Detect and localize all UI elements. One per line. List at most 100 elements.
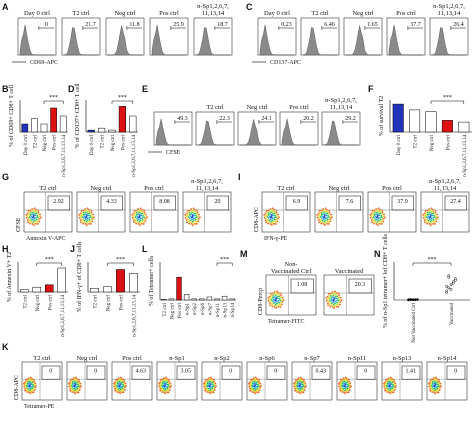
cell-dot (298, 380, 301, 383)
cell-dot (339, 381, 341, 384)
cell-dot (195, 221, 198, 223)
cell-dot (270, 218, 272, 221)
cell-dot (133, 217, 136, 220)
cell-dot (75, 383, 78, 386)
gate-value: 6.46 (324, 22, 335, 28)
cell-dot (159, 384, 161, 386)
cell-dot (279, 299, 282, 302)
cell-dot (76, 389, 78, 392)
cell-dot (117, 389, 120, 392)
cell-dot (320, 222, 323, 225)
cell-dot (71, 391, 74, 393)
cell-dot (438, 384, 441, 386)
cell-dot (380, 221, 383, 223)
cell-dot (437, 378, 440, 381)
cell-dot (86, 222, 89, 225)
bar (458, 121, 470, 133)
gate-value: 18.7 (217, 22, 228, 28)
cell-dot (433, 391, 435, 394)
cell-dot (71, 382, 74, 385)
bar (108, 129, 116, 133)
cell-dot (81, 220, 84, 223)
cell-dot (377, 207, 380, 210)
cell-dot (436, 213, 438, 216)
cell-dot (73, 380, 76, 383)
bar (20, 289, 29, 293)
cell-dot (302, 391, 305, 394)
cell-dot (134, 216, 137, 218)
cell-dot (31, 391, 33, 394)
bar (31, 118, 38, 133)
cell-dot (119, 378, 121, 380)
cell-dot (190, 213, 193, 216)
cell-dot (339, 384, 341, 386)
cell-dot (118, 382, 120, 384)
cell-dot (439, 382, 442, 385)
cell-dot (91, 217, 94, 220)
cell-dot (381, 218, 384, 221)
cell-dot (430, 207, 433, 210)
cell-dot (343, 389, 346, 392)
cell-dot (30, 221, 33, 224)
cell-dot (123, 384, 126, 386)
cell-dot (349, 386, 352, 389)
cell-dot (141, 217, 144, 219)
cell-dot (215, 385, 218, 387)
cell-dot (316, 213, 319, 216)
cell-dot (254, 392, 257, 395)
cell-dot (265, 209, 268, 212)
cell-dot (122, 378, 125, 381)
cell-dot (425, 218, 428, 221)
cell-dot (270, 297, 272, 299)
cell-dot (273, 304, 275, 307)
cell-dot (424, 209, 427, 212)
cell-dot (76, 387, 79, 390)
cell-dot (160, 384, 163, 387)
cell-dot (332, 303, 335, 306)
sample-title: Pos ctrl (382, 185, 402, 192)
gate-box (444, 195, 467, 211)
category-label: T2 ctrl (414, 134, 419, 148)
cell-dot (379, 220, 381, 223)
cell-dot (161, 382, 164, 385)
cell-dot (433, 215, 435, 217)
cell-dot (328, 213, 331, 216)
cell-dot (24, 384, 26, 386)
cell-dot (138, 218, 140, 221)
cell-dot (31, 381, 34, 384)
bar (118, 106, 126, 133)
cell-dot (164, 376, 167, 379)
cell-dot (212, 391, 215, 394)
cell-dot (323, 220, 326, 223)
cell-dot (89, 221, 92, 223)
cell-dot (139, 207, 142, 210)
sample-title: Neg ctrl (246, 104, 267, 111)
cell-dot (135, 213, 138, 216)
sample-title: T2 ctrl (277, 185, 295, 192)
cell-dot (186, 217, 189, 220)
cell-dot (437, 382, 440, 385)
cell-dot (323, 224, 326, 226)
cell-dot (191, 224, 194, 226)
cell-dot (118, 391, 120, 394)
cell-dot (271, 292, 274, 295)
cell-dot (303, 389, 306, 391)
cell-dot (167, 385, 170, 388)
bar (176, 276, 182, 301)
cell-dot (344, 392, 347, 395)
cell-dot (395, 385, 398, 387)
cell-dot (137, 222, 140, 225)
data-point (451, 281, 455, 285)
cell-dot (332, 301, 335, 304)
gate-value: 0 (229, 368, 232, 374)
cell-dot (258, 384, 261, 386)
cell-dot (374, 219, 377, 222)
cell-dot (79, 386, 82, 389)
cell-dot (79, 382, 82, 385)
cell-dot (317, 215, 320, 218)
cell-dot (322, 216, 325, 219)
cell-dot (30, 383, 33, 386)
cell-dot (114, 384, 116, 386)
cell-dot (33, 217, 36, 220)
cell-dot (273, 222, 276, 225)
